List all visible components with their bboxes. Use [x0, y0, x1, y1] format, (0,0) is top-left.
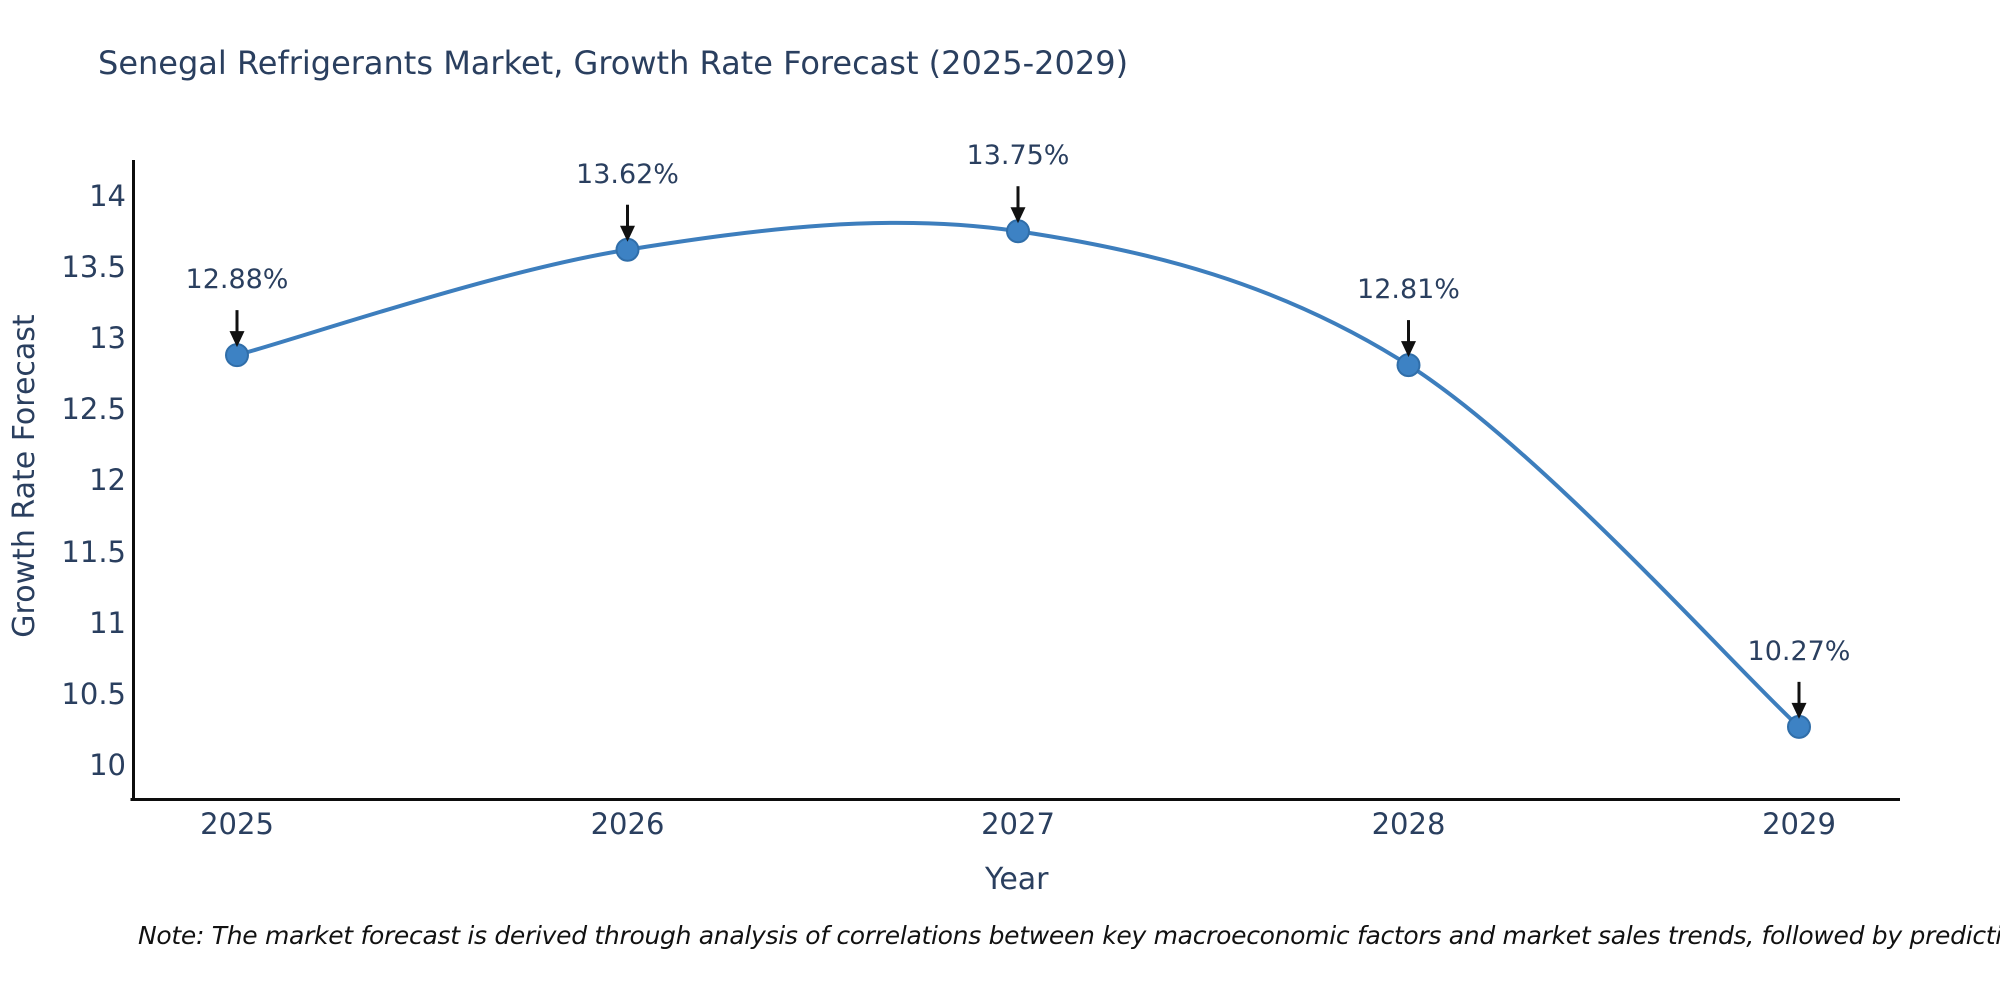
point-annotation: 10.27% [1747, 635, 1851, 667]
data-point-marker [615, 237, 640, 262]
y-tick-label: 12 [89, 463, 126, 498]
point-annotation: 12.88% [185, 264, 289, 296]
annotation-arrow-head [229, 331, 245, 348]
x-tick-label: 2025 [200, 807, 274, 841]
y-tick-label: 11 [89, 605, 126, 640]
annotation-arrow-head [1010, 207, 1026, 224]
y-tick-label: 12.5 [61, 392, 126, 427]
y-tick-label: 13.5 [61, 249, 126, 284]
y-tick-label: 13 [89, 321, 126, 356]
x-axis-title: Year [984, 862, 1049, 897]
x-tick-label: 2028 [1371, 807, 1446, 841]
annotation-arrow-head [1791, 702, 1807, 719]
y-tick-label: 10.5 [61, 677, 126, 712]
x-tick-label: 2027 [981, 807, 1055, 841]
point-annotation: 13.62% [576, 158, 679, 190]
trend-line [236, 220, 1801, 729]
point-annotation: 13.75% [966, 140, 1070, 172]
point-annotation: 12.81% [1357, 274, 1460, 306]
annotation-arrow-head [1401, 341, 1416, 358]
y-tick-label: 10 [89, 748, 126, 783]
chart-title: Senegal Refrigerants Market, Growth Rate… [98, 44, 1129, 82]
data-point-marker [1787, 714, 1811, 739]
data-point-marker [1006, 219, 1030, 244]
footnote: Note: The market forecast is derived thr… [138, 921, 2000, 950]
data-point-marker [1396, 353, 1421, 378]
y-tick-label: 11.5 [61, 534, 126, 569]
x-tick-label: 2029 [1762, 807, 1836, 841]
x-tick-label: 2026 [590, 807, 665, 841]
y-tick-label: 14 [89, 178, 126, 213]
data-point-marker [225, 343, 249, 368]
annotation-arrow-head [620, 225, 635, 242]
